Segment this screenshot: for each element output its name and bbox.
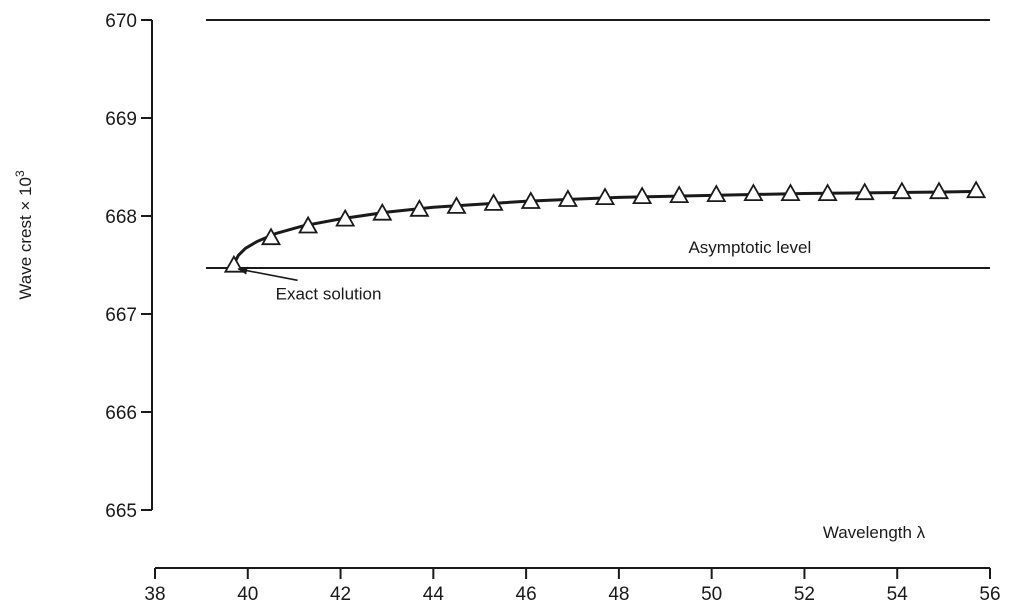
triangle-marker xyxy=(743,183,764,202)
annotation-arrow xyxy=(237,266,298,282)
y-tick-label: 667 xyxy=(105,305,137,326)
triangle-marker xyxy=(780,183,801,202)
y-axis: 665 666 667 668 669 670 xyxy=(105,11,153,522)
triangle-marker xyxy=(520,191,541,209)
triangle-marker xyxy=(446,196,467,214)
triangle-marker xyxy=(706,184,727,203)
triangle-marker xyxy=(966,180,987,199)
triangle-marker xyxy=(483,193,504,211)
x-tick-label: 40 xyxy=(237,584,258,605)
x-axis: 38 40 42 44 46 48 50 52 54 56 xyxy=(144,567,1001,605)
triangle-marker xyxy=(817,183,838,202)
triangle-marker xyxy=(632,186,653,205)
triangle-marker xyxy=(298,215,319,234)
y-tick-label: 669 xyxy=(105,109,137,130)
x-tick-label: 46 xyxy=(516,584,537,605)
y-tick-label: 666 xyxy=(105,403,137,424)
x-tick-label: 50 xyxy=(701,584,722,605)
x-axis-title: Wavelength λ xyxy=(823,523,926,542)
triangle-marker xyxy=(594,187,616,206)
annotation-label: Asymptotic level xyxy=(688,238,811,257)
triangle-marker xyxy=(409,198,430,217)
y-tick-label: 668 xyxy=(105,207,137,228)
y-tick-label: 665 xyxy=(105,501,137,522)
x-tick-label: 38 xyxy=(144,584,165,605)
triangle-marker xyxy=(928,181,950,200)
x-tick-label: 52 xyxy=(794,584,815,605)
triangle-marker xyxy=(669,185,690,204)
triangle-marker xyxy=(335,208,356,227)
reference-lines xyxy=(206,19,990,269)
triangle-marker xyxy=(557,189,578,207)
x-tick-label: 44 xyxy=(423,584,445,605)
triangle-marker xyxy=(891,181,912,200)
triangle-marker xyxy=(372,202,393,221)
y-tick-label: 670 xyxy=(105,11,137,32)
triangle-marker xyxy=(854,182,875,201)
data-markers xyxy=(223,180,987,273)
annotations: Asymptotic level Exact solution xyxy=(237,238,811,303)
x-tick-label: 54 xyxy=(887,584,909,605)
x-tick-label: 56 xyxy=(979,584,1000,605)
x-tick-label: 42 xyxy=(330,584,351,605)
x-tick-label: 48 xyxy=(608,584,629,605)
annotation-label: Exact solution xyxy=(276,284,382,303)
triangle-marker xyxy=(260,227,282,246)
y-axis-title: Wave crest × 103 xyxy=(13,170,35,300)
